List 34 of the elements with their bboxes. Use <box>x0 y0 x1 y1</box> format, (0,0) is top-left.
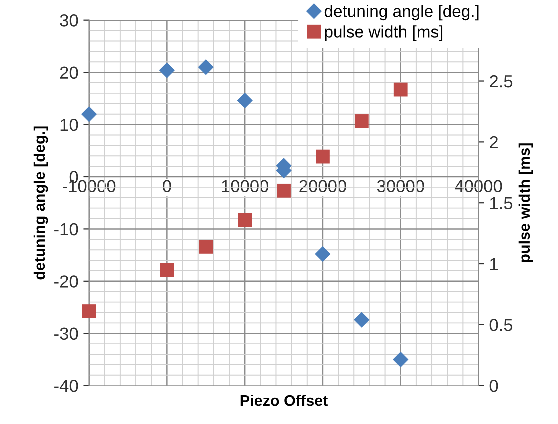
point <box>237 92 253 109</box>
y2-tick-label: 0.5 <box>490 319 513 332</box>
y-tick-label: 20 <box>60 66 78 80</box>
y2-tick-label: 1 <box>490 258 498 270</box>
point <box>238 213 252 228</box>
point <box>393 352 409 368</box>
y-tick-label: -20 <box>54 276 78 288</box>
y2-tick-label: 2 <box>490 136 498 148</box>
point <box>199 240 214 254</box>
legend-label: pulse width [ms] <box>325 26 443 42</box>
y2-tick-label: 1.5 <box>490 197 513 210</box>
y-tick-label: 10 <box>60 118 78 132</box>
point <box>354 312 370 328</box>
y-tick-label: -10 <box>54 223 78 236</box>
legend-label: detuning angle [deg.] <box>324 5 479 21</box>
x-axis-title: Piezo Offset <box>240 394 328 406</box>
y-tick-label: 30 <box>60 14 78 27</box>
point <box>81 106 98 122</box>
point <box>315 246 331 262</box>
point <box>198 59 214 76</box>
x-tick-label: 0 <box>163 180 172 193</box>
point <box>160 263 174 278</box>
point <box>394 82 408 97</box>
y-axis-title: detuning angle [deg.] <box>34 126 48 280</box>
point <box>354 114 369 128</box>
y2-tick-label: 0 <box>490 380 498 392</box>
point <box>277 184 291 198</box>
y2-axis-title: pulse width [ms] <box>518 144 534 262</box>
point <box>82 304 96 318</box>
point <box>316 150 330 164</box>
y2-tick-label: 2.5 <box>490 75 513 88</box>
point <box>159 62 176 78</box>
y-tick-label: -40 <box>54 380 78 392</box>
y-tick-label: -30 <box>54 328 78 340</box>
